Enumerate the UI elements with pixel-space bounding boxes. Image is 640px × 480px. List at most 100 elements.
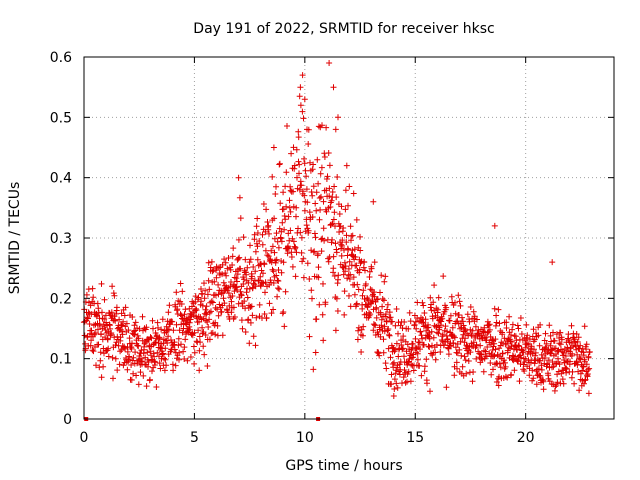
data-point bbox=[362, 281, 369, 287]
data-point bbox=[355, 286, 362, 293]
data-point bbox=[266, 230, 272, 237]
data-point bbox=[207, 264, 214, 271]
data-point bbox=[382, 311, 389, 318]
data-point bbox=[486, 326, 493, 333]
data-point bbox=[335, 272, 342, 279]
data-point bbox=[517, 315, 524, 321]
data-point bbox=[338, 203, 345, 210]
data-point bbox=[347, 223, 354, 230]
data-point bbox=[446, 317, 453, 324]
data-point bbox=[90, 294, 97, 301]
data-point bbox=[478, 351, 485, 358]
data-point bbox=[302, 167, 309, 174]
data-point bbox=[419, 335, 426, 342]
data-point bbox=[548, 338, 555, 345]
data-point bbox=[385, 326, 392, 332]
data-point bbox=[99, 309, 105, 316]
data-point bbox=[540, 378, 547, 385]
data-point bbox=[549, 259, 556, 266]
y-tick-labels: 0 0.1 0.2 0.3 0.4 0.5 0.6 bbox=[50, 50, 72, 428]
data-point bbox=[393, 306, 400, 312]
data-point bbox=[296, 161, 303, 168]
data-point bbox=[196, 367, 203, 374]
data-point bbox=[516, 378, 523, 385]
data-point bbox=[269, 243, 276, 250]
data-point bbox=[459, 314, 465, 321]
data-point bbox=[295, 158, 302, 165]
data-point bbox=[93, 362, 99, 369]
data-point bbox=[454, 350, 461, 357]
data-point bbox=[417, 328, 424, 335]
data-point bbox=[315, 274, 322, 281]
data-point bbox=[273, 230, 280, 237]
data-point bbox=[331, 209, 338, 216]
data-point bbox=[180, 348, 187, 355]
data-point bbox=[332, 327, 339, 334]
data-point bbox=[342, 268, 349, 275]
data-point bbox=[307, 159, 313, 166]
data-point bbox=[571, 380, 578, 387]
data-point bbox=[209, 268, 216, 275]
data-point bbox=[114, 333, 121, 340]
data-point bbox=[503, 319, 510, 326]
data-point bbox=[531, 360, 538, 367]
data-point bbox=[290, 238, 297, 245]
data-point bbox=[585, 366, 592, 373]
data-point bbox=[552, 383, 559, 390]
data-point bbox=[318, 248, 325, 255]
data-point bbox=[388, 381, 395, 388]
data-point bbox=[470, 369, 477, 375]
data-point bbox=[579, 363, 586, 370]
data-point bbox=[228, 279, 234, 285]
data-point bbox=[415, 339, 422, 346]
data-point bbox=[202, 287, 209, 294]
data-point bbox=[222, 259, 229, 266]
data-point bbox=[585, 354, 592, 361]
data-point bbox=[390, 393, 397, 399]
data-point bbox=[346, 258, 353, 265]
data-point bbox=[300, 115, 307, 122]
data-point bbox=[244, 294, 251, 301]
data-point bbox=[278, 269, 285, 276]
data-point bbox=[533, 381, 540, 388]
data-point bbox=[260, 270, 266, 277]
data-point bbox=[583, 361, 590, 368]
data-point bbox=[562, 353, 569, 359]
data-point bbox=[343, 239, 350, 246]
data-point bbox=[315, 264, 322, 271]
data-point bbox=[367, 311, 374, 318]
data-point bbox=[206, 316, 213, 323]
data-point bbox=[525, 341, 532, 348]
y-tick-label: 0.3 bbox=[50, 231, 72, 247]
data-point bbox=[345, 202, 351, 209]
data-point bbox=[321, 154, 328, 160]
data-point bbox=[378, 322, 385, 329]
data-point bbox=[204, 291, 211, 298]
data-point bbox=[530, 326, 537, 333]
data-point bbox=[550, 329, 556, 336]
data-point bbox=[496, 320, 503, 327]
data-point bbox=[275, 285, 281, 292]
data-point bbox=[239, 325, 246, 332]
data-point bbox=[221, 300, 228, 307]
data-point bbox=[291, 162, 298, 169]
data-point bbox=[297, 102, 304, 109]
data-point bbox=[288, 150, 295, 157]
data-point bbox=[170, 367, 177, 374]
data-point bbox=[460, 322, 467, 329]
data-point bbox=[250, 264, 257, 270]
data-point bbox=[206, 309, 213, 316]
data-point bbox=[405, 359, 411, 366]
data-point bbox=[576, 387, 583, 394]
data-point bbox=[325, 255, 332, 262]
data-point bbox=[262, 289, 268, 296]
data-point bbox=[87, 302, 94, 309]
data-point bbox=[342, 263, 349, 270]
data-point bbox=[323, 208, 330, 215]
data-point bbox=[171, 339, 178, 346]
data-point bbox=[89, 285, 96, 292]
data-point bbox=[503, 325, 510, 331]
data-point bbox=[432, 349, 439, 356]
data-point bbox=[384, 327, 391, 334]
